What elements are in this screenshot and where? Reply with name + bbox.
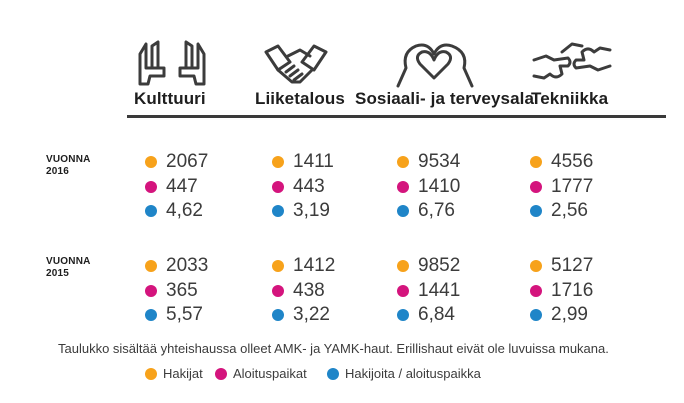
value-text: 5,57 [166, 304, 203, 325]
hands-frame-icon [132, 40, 212, 88]
year-label-2016: VUONNA 2016 [46, 154, 91, 178]
year-label-line1: VUONNA [46, 154, 91, 165]
value-cell-aloituspaikat: 1716 [530, 280, 593, 302]
dot-ratio [530, 309, 542, 321]
year-label-line2: 2016 [46, 166, 70, 177]
value-text: 3,19 [293, 200, 330, 221]
value-text: 4,62 [166, 200, 203, 221]
header-divider [127, 115, 666, 118]
dot-hakijat [397, 156, 409, 168]
value-text: 1777 [551, 175, 594, 197]
dot-ratio [397, 309, 409, 321]
value-text: 447 [166, 175, 198, 197]
value-text: 3,22 [293, 304, 330, 325]
dot-aloituspaikat [530, 180, 542, 193]
handshake-icon [264, 42, 328, 86]
value-cell-aloituspaikat: 1777 [530, 176, 593, 198]
value-cell-hakijat: 4556 [530, 151, 593, 173]
heart-hands-icon [396, 38, 474, 88]
dot-hakijat [272, 260, 284, 272]
category-label-liiketalous: Liiketalous [255, 89, 345, 108]
value-text: 4556 [551, 151, 594, 172]
value-text: 438 [293, 279, 325, 301]
value-text: 6,76 [418, 200, 455, 221]
value-cell-ratio: 3,22 [272, 304, 330, 326]
category-label-tekniikka: Tekniikka [531, 89, 609, 108]
value-cell-hakijat: 2033 [145, 255, 208, 277]
value-cell-aloituspaikat: 447 [145, 176, 198, 198]
value-text: 365 [166, 279, 198, 301]
year-label-line2: 2015 [46, 268, 70, 279]
dot-ratio [530, 205, 542, 217]
value-text: 1412 [293, 255, 336, 276]
value-text: 9534 [418, 151, 461, 172]
legend-dot-hakijat [145, 367, 157, 380]
value-text: 2033 [166, 255, 209, 276]
legend-item-hakijat: Hakijat [145, 366, 203, 381]
value-cell-aloituspaikat: 438 [272, 280, 325, 302]
value-text: 443 [293, 175, 325, 197]
dot-ratio [272, 309, 284, 321]
value-cell-ratio: 6,84 [397, 304, 455, 326]
value-text: 5127 [551, 255, 594, 276]
dot-ratio [145, 309, 157, 321]
dot-aloituspaikat [272, 284, 284, 297]
dot-aloituspaikat [145, 180, 157, 193]
dot-ratio [272, 205, 284, 217]
dot-aloituspaikat [145, 284, 157, 297]
dot-ratio [397, 205, 409, 217]
value-text: 2067 [166, 151, 209, 172]
legend-dot-ratio [327, 367, 339, 380]
dot-hakijat [272, 156, 284, 168]
value-cell-ratio: 4,62 [145, 200, 203, 222]
dot-hakijat [145, 260, 157, 272]
value-cell-ratio: 2,56 [530, 200, 588, 222]
dot-aloituspaikat [397, 284, 409, 297]
value-cell-hakijat: 2067 [145, 151, 208, 173]
value-text: 1411 [293, 151, 334, 172]
value-cell-ratio: 6,76 [397, 200, 455, 222]
value-text: 6,84 [418, 304, 455, 325]
legend-dot-aloituspaikat [215, 367, 227, 380]
dot-hakijat [530, 260, 542, 272]
dot-aloituspaikat [397, 180, 409, 193]
value-text: 2,56 [551, 200, 588, 221]
value-cell-aloituspaikat: 1410 [397, 176, 460, 198]
value-cell-aloituspaikat: 365 [145, 280, 198, 302]
legend-label-hakijat: Hakijat [163, 366, 203, 381]
puzzle-hands-icon [532, 40, 612, 86]
value-cell-ratio: 2,99 [530, 304, 588, 326]
value-text: 1441 [418, 279, 461, 301]
category-label-sote: Sosiaali- ja terveysala [355, 89, 535, 108]
legend-item-aloituspaikat: Aloituspaikat [215, 366, 307, 381]
value-cell-hakijat: 1412 [272, 255, 335, 277]
value-cell-hakijat: 1411 [272, 151, 334, 173]
value-text: 2,99 [551, 304, 588, 325]
value-cell-hakijat: 9852 [397, 255, 460, 277]
value-cell-aloituspaikat: 1441 [397, 280, 460, 302]
legend-label-aloituspaikat: Aloituspaikat [233, 366, 307, 381]
value-cell-ratio: 3,19 [272, 200, 330, 222]
legend-item-ratio: Hakijoita / aloituspaikka [327, 366, 481, 381]
dot-ratio [145, 205, 157, 217]
footnote: Taulukko sisältää yhteishaussa olleet AM… [58, 341, 609, 356]
category-label-kulttuuri: Kulttuuri [134, 89, 206, 108]
legend-label-ratio: Hakijoita / aloituspaikka [345, 366, 481, 381]
value-text: 9852 [418, 255, 461, 276]
dot-aloituspaikat [530, 284, 542, 297]
value-cell-ratio: 5,57 [145, 304, 203, 326]
value-text: 1716 [551, 279, 594, 301]
dot-hakijat [145, 156, 157, 168]
dot-hakijat [530, 156, 542, 168]
year-label-2015: VUONNA 2015 [46, 256, 91, 280]
value-cell-hakijat: 5127 [530, 255, 593, 277]
value-cell-hakijat: 9534 [397, 151, 460, 173]
dot-aloituspaikat [272, 180, 284, 193]
dot-hakijat [397, 260, 409, 272]
value-cell-aloituspaikat: 443 [272, 176, 325, 198]
value-text: 1410 [418, 175, 461, 197]
year-label-line1: VUONNA [46, 256, 91, 267]
